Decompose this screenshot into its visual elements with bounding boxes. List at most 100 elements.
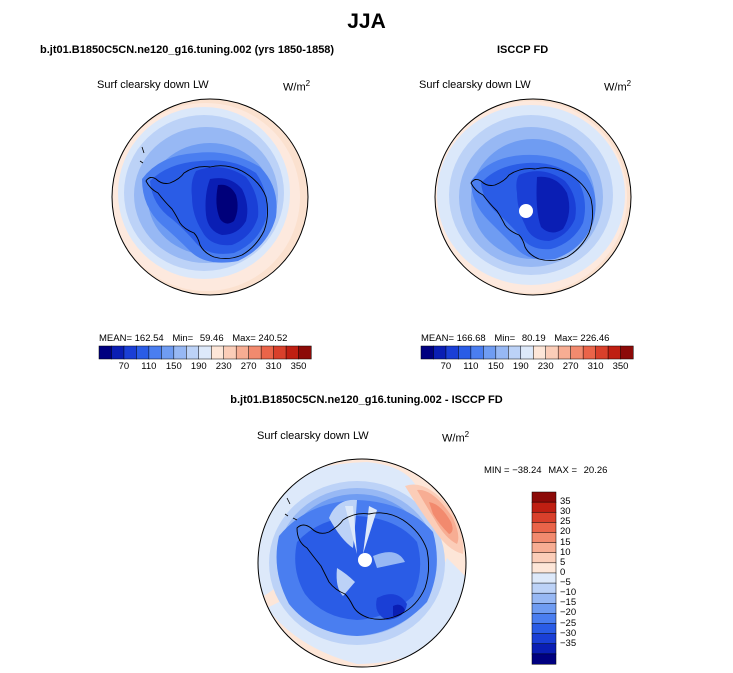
panel-1-min-value: 59.46 — [199, 333, 224, 344]
panel-3-variable: Surf clearsky down LW — [257, 430, 369, 442]
panel-3-colorbar-tick-label: −10 — [560, 587, 577, 599]
panel-2-mean-value: 166.68 — [456, 333, 486, 344]
panel-2-polar-map — [434, 98, 632, 296]
panel-3-colorbar-box — [531, 501, 557, 513]
panel-1-mean-value: 162.54 — [134, 333, 164, 344]
panel-1-colorbar-box — [298, 345, 312, 360]
panel-3-colorbar-tick-label: 30 — [560, 506, 571, 518]
panel-2-colorbar-box — [445, 345, 459, 360]
panel-3-colorbar — [531, 491, 557, 665]
panel-1-colorbar-box — [210, 345, 225, 360]
panel-1-colorbar-tick-label: 270 — [240, 361, 257, 372]
panel-2-colorbar-tick-label: 110 — [463, 361, 479, 372]
panel-2-colorbar-ticks: 70 110 150 190 230 270 310 350 — [421, 361, 633, 375]
panel-2-colorbar-tick-label: 310 — [587, 361, 604, 372]
panel-2-colorbar-box — [532, 345, 547, 360]
panel-2-colorbar-box — [607, 345, 622, 360]
panel-2-colorbar-tick-label: 230 — [537, 361, 554, 372]
panel-2-colorbar-box — [570, 345, 584, 360]
panel-1-colorbar-tick-label: 230 — [215, 361, 232, 372]
panel-1-colorbar-ticks: 70 110 150 190 230 270 310 350 — [99, 361, 311, 375]
panel-3-title: b.jt01.B1850C5CN.ne120_g16.tuning.002 - … — [230, 394, 503, 406]
panel-2-colorbar-box — [545, 345, 559, 360]
panel-3-colorbar-tick-label: 5 — [560, 556, 566, 568]
panel-3-colorbar-box — [531, 613, 557, 625]
panel-3-colorbar-tick-label: 35 — [560, 496, 571, 508]
panel-3-colorbar-box — [531, 562, 557, 574]
panel-1-variable: Surf clearsky down LW — [97, 79, 209, 91]
panel-1-colorbar-tick-label: 190 — [190, 361, 207, 372]
panel-2-variable: Surf clearsky down LW — [419, 79, 531, 91]
panel-2-colorbar — [420, 345, 634, 360]
panel-3-units: W/m2 — [442, 430, 470, 445]
panel-1-title: b.jt01.B1850C5CN.ne120_g16.tuning.002 (y… — [40, 44, 335, 56]
panel-1-colorbar-box — [186, 345, 200, 360]
panel-1-colorbar-box — [223, 345, 237, 360]
panel-3-max-label: MAX = — [548, 465, 577, 476]
panel-3-colorbar-box — [531, 623, 557, 635]
panel-2-units: W/m2 — [604, 79, 632, 94]
panel-2-title: ISCCP FD — [497, 44, 549, 56]
panel-1-units: W/m2 — [283, 79, 311, 94]
panel-2-colorbar-box — [483, 345, 497, 360]
panel-3-colorbar-box — [531, 532, 557, 544]
panel-2-colorbar-tick-label: 150 — [487, 361, 504, 372]
panel-3-colorbar-tick-label: −15 — [560, 597, 577, 609]
panel-3-colorbar-box — [531, 511, 557, 523]
panel-1-colorbar-box — [111, 345, 125, 360]
panel-1-colorbar-box — [198, 345, 212, 360]
panel-1-colorbar — [98, 345, 312, 360]
panel-2-colorbar-box — [582, 345, 597, 360]
panel-3-colorbar-tick-label: 15 — [560, 536, 571, 548]
panel-2-colorbar-box — [420, 345, 435, 360]
panel-3-colorbar-box — [531, 572, 557, 584]
panel-2-colorbar-box — [433, 345, 447, 360]
panel-3-colorbar-box — [531, 643, 557, 655]
panel-3-colorbar-tick-label: −20 — [560, 607, 577, 619]
panel-3-colorbar-box — [531, 633, 557, 645]
panel-3-colorbar-box — [531, 653, 557, 665]
panel-1-max-label: Max= — [232, 333, 256, 344]
panel-1-colorbar-box — [285, 345, 300, 360]
panel-3-colorbar-box — [531, 552, 557, 564]
panel-2-colorbar-box — [557, 345, 572, 360]
panel-3-colorbar-tick-label: −25 — [560, 617, 577, 629]
panel-1-colorbar-box — [148, 345, 162, 360]
panel-2-colorbar-tick-label: 350 — [612, 361, 629, 372]
panel-3-colorbar-box — [531, 522, 557, 534]
panel-1-colorbar-tick-label: 350 — [290, 361, 307, 372]
panel-2-mean-label: MEAN= — [421, 333, 454, 344]
panel-1-colorbar-box — [173, 345, 187, 360]
panel-3-colorbar-tick-label: −30 — [560, 627, 577, 639]
panel-2-colorbar-box — [520, 345, 534, 360]
panel-2-colorbar-tick-label: 70 — [440, 361, 452, 372]
panel-1-colorbar-box — [273, 345, 287, 360]
panel-3-colorbar-box — [531, 582, 557, 594]
panel-3-colorbar-tick-label: 0 — [560, 566, 566, 578]
panel-1-colorbar-tick-label: 70 — [118, 361, 130, 372]
panel-1-stats: MEAN= 162.54 Min= 59.46 Max= 240.52 — [99, 333, 287, 344]
panel-1-colorbar-tick-label: 310 — [265, 361, 282, 372]
panel-1-colorbar-box — [161, 345, 175, 360]
panel-1-colorbar-box — [248, 345, 262, 360]
panel-3-min-label: MIN = — [484, 465, 510, 476]
panel-3-colorbar-box — [531, 542, 557, 554]
panel-2-colorbar-box — [495, 345, 509, 360]
panel-2-colorbar-tick-label: 270 — [562, 361, 579, 372]
panel-2-colorbar-box — [458, 345, 472, 360]
panel-1-colorbar-box — [98, 345, 113, 360]
panel-3-min-value: −38.24 — [512, 465, 542, 476]
panel-3-colorbar-box — [531, 603, 557, 614]
panel-3-colorbar-ticks: 35 30 25 20 15 10 5 0 −5 −10 −15 −20 −25 −30 −35 — [560, 492, 600, 664]
panel-1-colorbar-box — [136, 345, 150, 360]
panel-2-min-value: 80.19 — [521, 333, 546, 344]
figure-title: JJA — [347, 10, 386, 33]
panel-3-colorbar-box — [531, 491, 557, 503]
panel-3-colorbar-tick-label: 25 — [560, 516, 571, 528]
panel-1-colorbar-box — [123, 345, 137, 360]
panel-3-colorbar-tick-label: −35 — [560, 637, 577, 649]
panel-2-colorbar-tick-label: 190 — [512, 361, 529, 372]
panel-3-colorbar-tick-label: −5 — [560, 577, 571, 589]
panel-2-max-value: 226.46 — [580, 333, 610, 344]
panel-1-max-value: 240.52 — [258, 333, 288, 344]
